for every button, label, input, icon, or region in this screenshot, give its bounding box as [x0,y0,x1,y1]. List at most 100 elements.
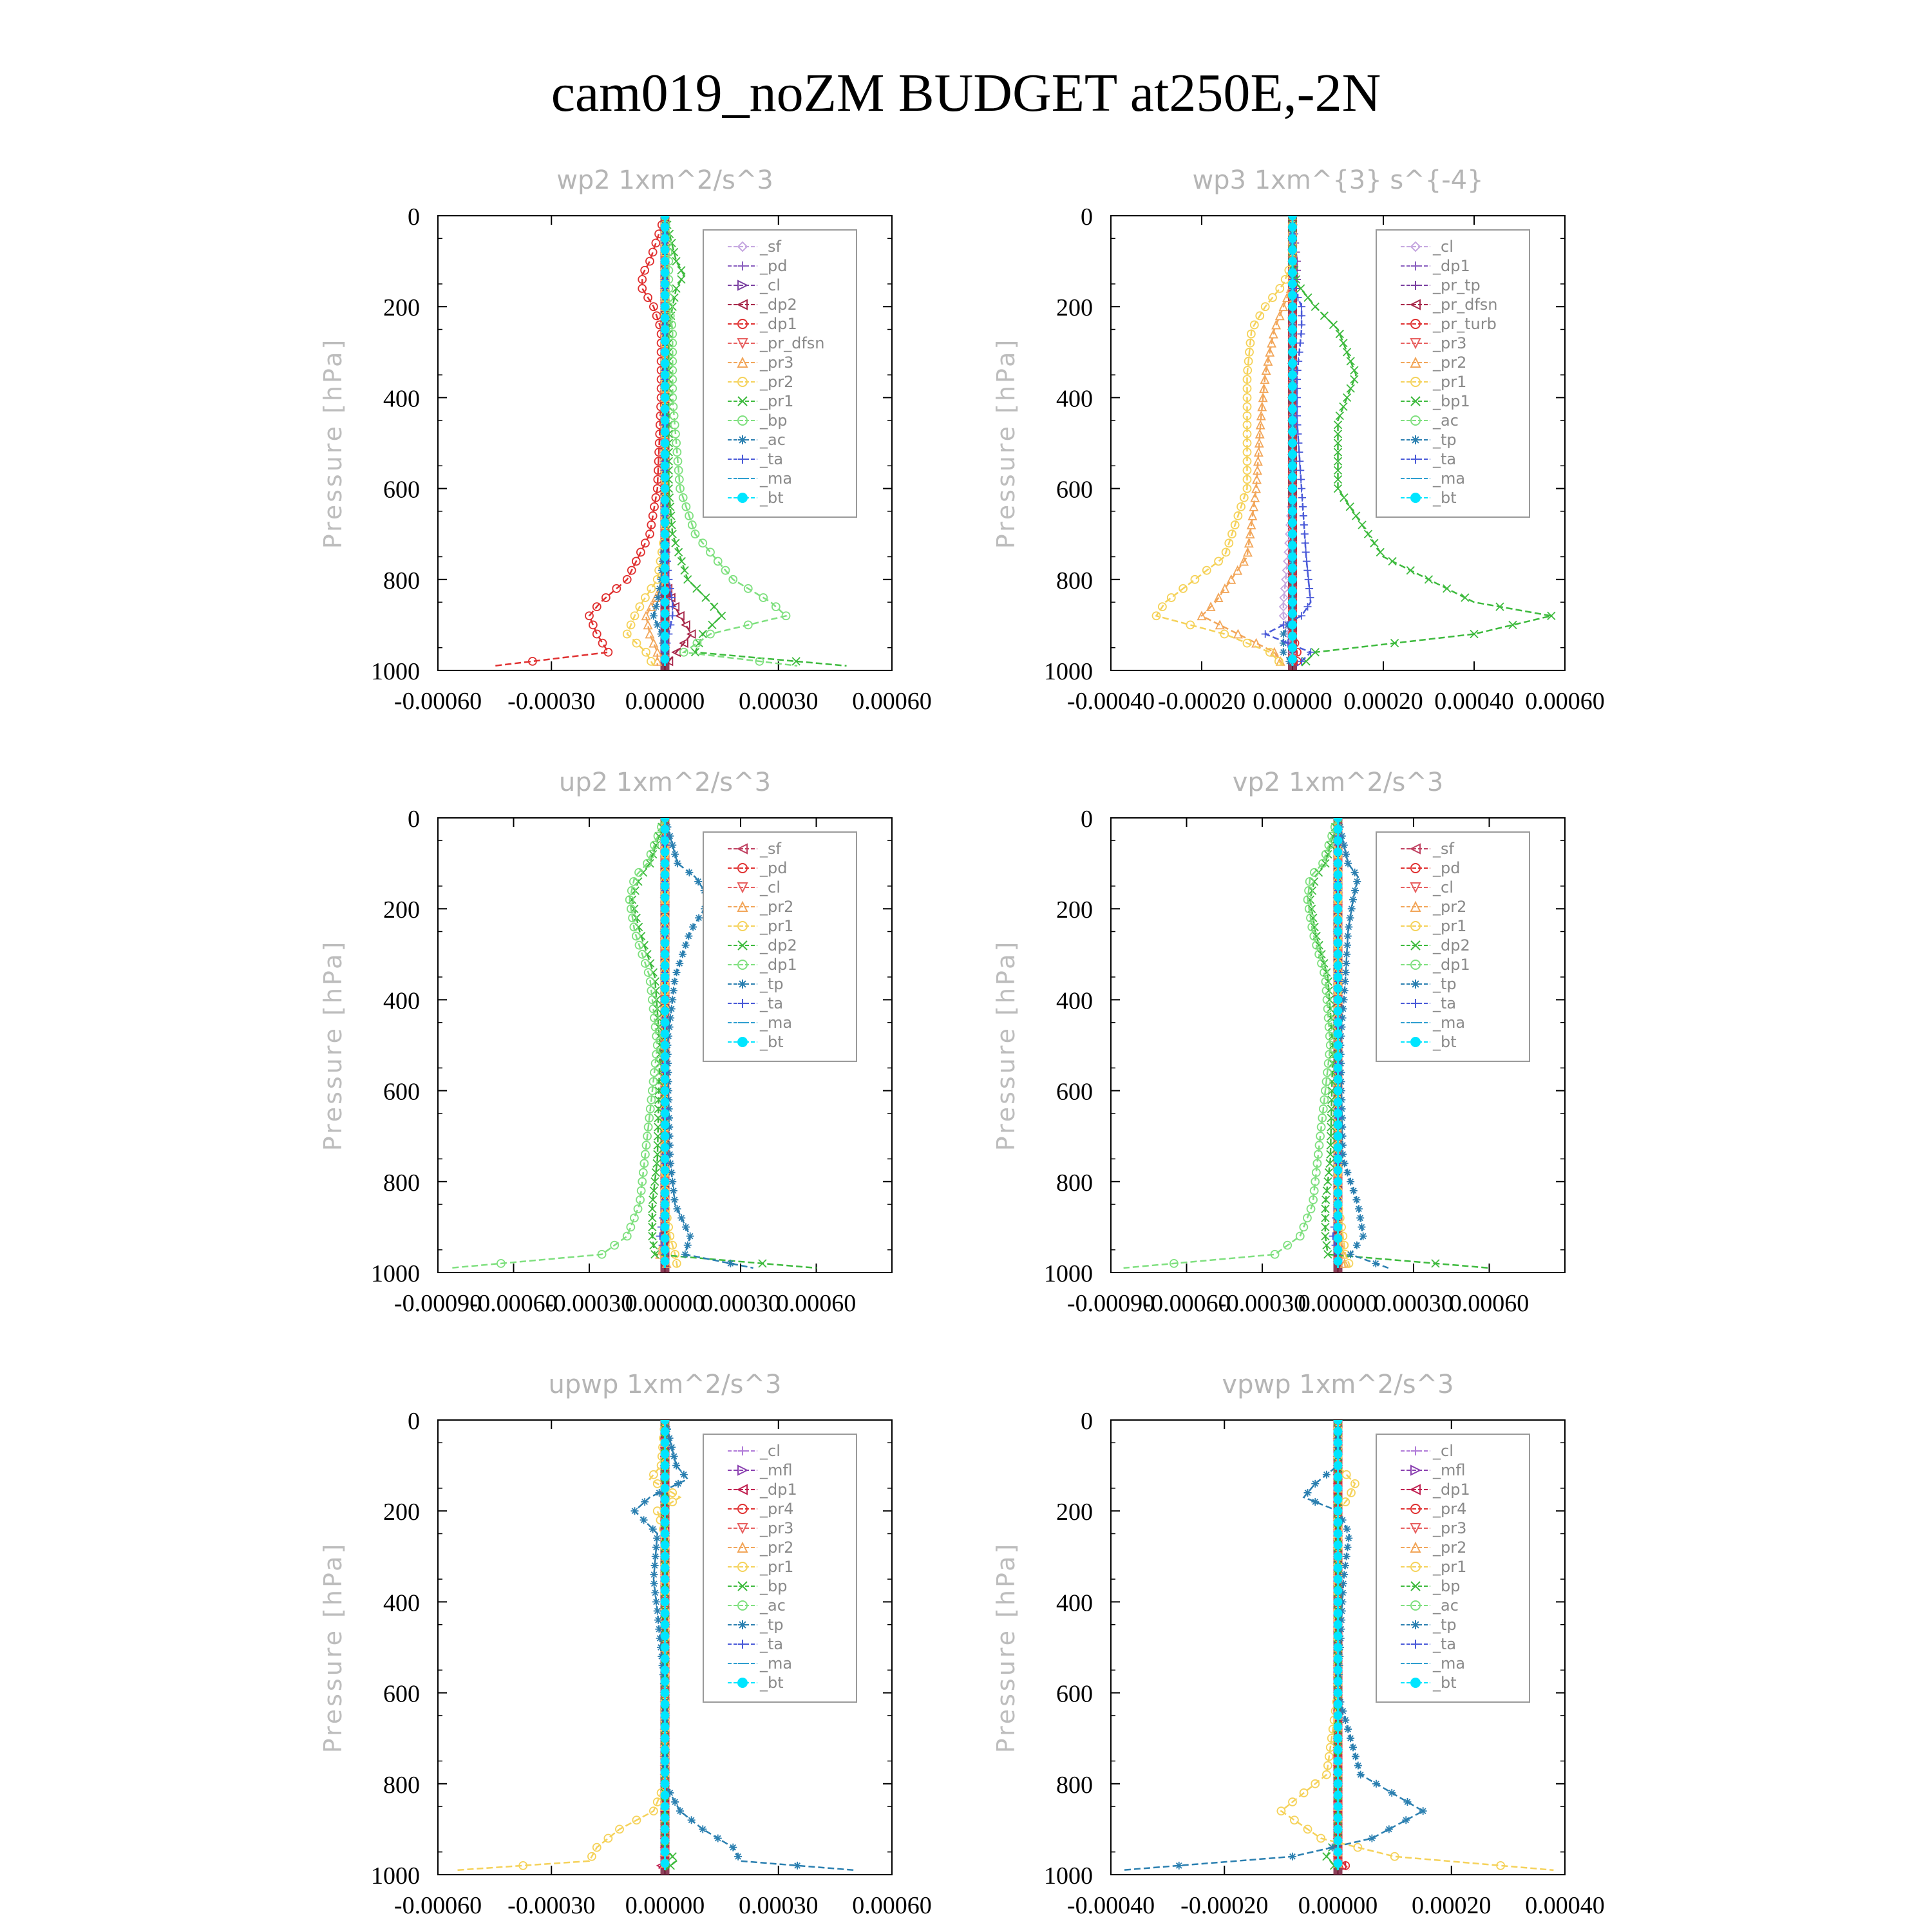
series-marker [660,818,670,822]
series-group [494,216,847,670]
series-marker [1333,1052,1343,1061]
series-marker [654,1113,663,1122]
series-marker [1220,583,1230,593]
series-marker [1333,457,1343,466]
series-marker [1333,995,1343,1005]
series-marker [660,268,670,278]
series-marker [1323,1761,1332,1770]
series-marker [660,1756,670,1766]
y-tick-label: 400 [1056,987,1093,1014]
series-marker [1261,365,1271,375]
series-marker [1279,648,1287,656]
series-marker [668,603,677,611]
y-tick-label: 0 [1081,1408,1093,1435]
series-marker [660,1120,670,1130]
series-marker [1278,611,1289,621]
series-marker [649,302,658,312]
series-marker [680,620,690,630]
figure-title: cam019_noZM BUDGET at250E,-2N [551,63,1381,123]
series-marker [1166,593,1176,602]
series-marker [660,620,670,630]
series-marker [660,1154,670,1164]
legend-marker [737,1600,748,1611]
x-tick-label: -0.00090 [394,1290,482,1317]
x-tick-label: 0.00040 [1525,1892,1605,1919]
series-marker [666,1150,674,1159]
series-marker [1300,530,1309,538]
legend-marker [1409,1484,1421,1495]
series-marker [1324,1168,1334,1177]
series-marker [660,1086,670,1095]
legend-marker [738,1640,747,1649]
series-marker [660,1256,670,1266]
series-marker [1304,886,1313,895]
series-marker [627,904,636,914]
series-marker [1316,1122,1326,1132]
series-marker [1283,639,1292,647]
legend-label: _ma [759,469,792,488]
series-marker [660,1450,670,1459]
series-marker [1339,1150,1347,1159]
legend-marker [1411,999,1420,1008]
series-marker [648,1086,657,1095]
series-marker [660,427,670,437]
series-marker [1274,656,1283,666]
legend-label: _pr2 [759,1539,793,1557]
x-tick-label: 0.00060 [1525,688,1605,715]
series-marker [1307,648,1315,656]
series-marker [683,575,692,584]
legend-marker [1411,261,1420,270]
series-marker [1338,1616,1346,1624]
series-marker [1372,1779,1380,1788]
series-marker [1343,950,1351,958]
series-marker [645,256,654,266]
legend-marker [1410,960,1421,970]
series-marker [678,638,688,649]
series-marker [1345,923,1353,931]
legend-label: _pr3 [759,1519,793,1537]
series-marker [1298,502,1307,511]
x-tick-label: 0.00060 [852,1892,932,1919]
series-marker [1342,393,1352,402]
y-tick-label: 0 [408,806,420,833]
series-marker [660,824,670,834]
series-marker [1333,1824,1343,1834]
series-marker [660,1483,670,1493]
series-marker [1288,564,1297,573]
series-marker [1249,501,1259,511]
series-marker [1347,1177,1355,1186]
series-marker [1268,328,1278,339]
series-marker [1288,540,1297,550]
series-marker [1333,1779,1343,1788]
series-marker [647,520,656,529]
series-marker [1323,1177,1332,1186]
legend-label: _cl [1432,878,1454,896]
series-marker [674,611,685,621]
series-marker [1242,375,1252,384]
series-marker [660,1517,670,1527]
series-marker [1321,1213,1330,1222]
series-marker [1249,320,1259,330]
series-marker [660,574,670,584]
series-marker [1333,1722,1343,1732]
series-marker [1242,448,1252,457]
legend-label: _bp [1432,1577,1460,1595]
series-marker [588,620,598,630]
series-marker [660,1461,670,1470]
series-marker [625,895,634,904]
series-marker [665,1023,674,1031]
series-marker [1340,1258,1350,1268]
series-marker [1388,556,1397,566]
legend-marker [1410,900,1421,912]
legend-label: _ta [759,1635,783,1653]
series-marker [1339,402,1348,412]
legend-label: _pr1 [759,917,793,935]
series-marker [659,1671,667,1679]
series-marker [649,1004,658,1014]
y-tick-label: 0 [408,1408,420,1435]
series-marker [1242,411,1252,421]
series-marker [660,370,670,379]
series-marker [634,867,643,877]
series-marker [653,1607,661,1615]
